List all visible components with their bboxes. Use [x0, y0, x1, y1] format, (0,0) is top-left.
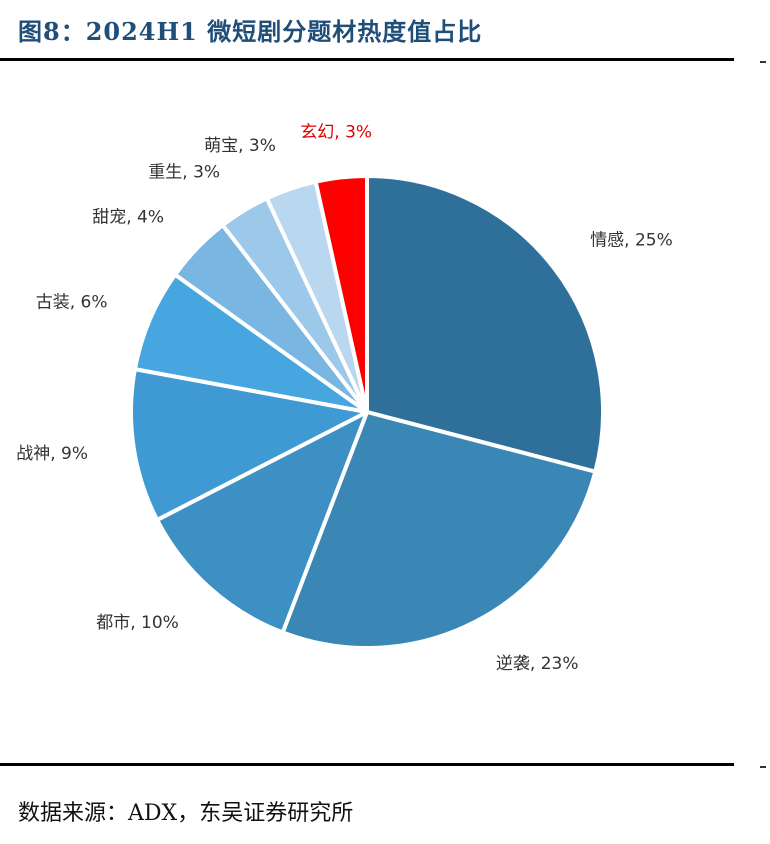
pie-label-5: 古装, 6% — [36, 293, 108, 313]
pie-slice-1 — [365, 174, 605, 474]
pie-label-7: 重生, 3% — [148, 162, 220, 182]
pie-slice-5 — [132, 272, 369, 414]
pie-slice-4 — [129, 367, 369, 522]
pie-label-2: 逆袭, 23% — [496, 654, 579, 674]
bottom-divider-tick — [760, 766, 766, 768]
pie-label-9: 玄幻, 3% — [300, 123, 372, 143]
pie-slice-9 — [313, 174, 369, 414]
pie-chart: 情感, 25% 逆袭, 23% 都市, 10% 战神, 9% 古装, 6% 甜宠, 4% 重… — [16, 123, 673, 674]
pie-slice-2 — [280, 410, 598, 650]
pie-slices — [129, 174, 605, 650]
pie-label-8: 萌宝, 3% — [204, 136, 276, 156]
source-note: 数据来源：ADX，东吴证券研究所 — [18, 801, 354, 826]
pie-label-1: 情感, 25% — [590, 231, 673, 251]
top-divider — [0, 58, 734, 61]
pie-label-4: 战神, 9% — [16, 444, 88, 464]
chart-title: 图8：2024H1 微短剧分题材热度值占比 — [18, 17, 483, 46]
bottom-divider — [0, 763, 734, 766]
pie-label-3: 都市, 10% — [96, 613, 179, 633]
top-divider-tick — [760, 61, 766, 63]
pie-labels: 情感, 25% 逆袭, 23% 都市, 10% 战神, 9% 古装, 6% 甜宠, 4% 重… — [16, 123, 673, 674]
pie-slice-3 — [155, 410, 369, 635]
pie-label-6: 甜宠, 4% — [92, 207, 164, 227]
